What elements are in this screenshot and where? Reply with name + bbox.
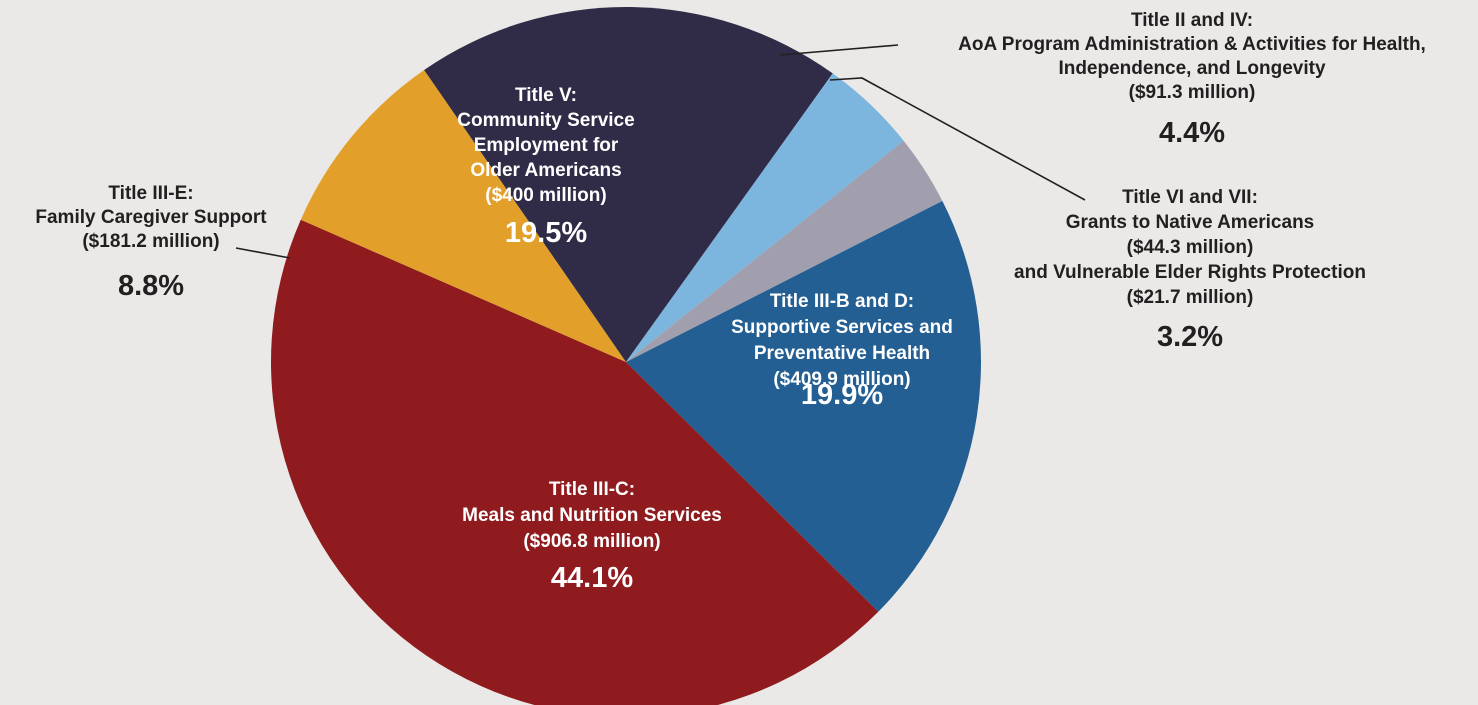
slice-label-iib-line-4: ($409.9 million) [773,369,910,390]
slice-labels: Title III-B and D: Supportive Services an… [35,10,1425,594]
pie-slice-iie [300,69,626,363]
pie-slice-iic [271,219,879,705]
slice-label-iie-line-2: Family Caregiver Support [35,207,267,228]
leader-lines [235,44,1086,259]
pie-slice-vi [626,140,943,362]
slice-percent-iic: 44.1% [551,562,633,594]
pie-slice-iib [626,200,982,612]
leader-line-vi [829,77,1086,201]
slice-percent-ii: 4.4% [1159,117,1225,149]
slice-label-iie-line-1: Title III-E: [108,183,193,204]
slice-label-v-line-2: Community Service [457,110,634,131]
slice-percent-iib: 19.9% [801,379,883,411]
slice-label-vi-line-4: and Vulnerable Elder Rights Protection [1014,262,1366,283]
slice-label-iib-line-3: Preventative Health [754,343,930,364]
slice-label-ii-line-3: Independence, and Longevity [1058,58,1326,79]
slice-label-iib-line-2: Supportive Services and [731,317,953,338]
slice-percent-v: 19.5% [505,217,587,249]
pie-slice-ii [626,73,904,362]
slice-label-ii-line-4: ($91.3 million) [1129,82,1256,103]
slice-label-v-line-1: Title V: [515,85,577,106]
slice-label-v-line-4: Older Americans [470,160,621,181]
pie-slices [271,6,982,705]
pie-slice-v [424,6,833,363]
slice-label-iie-line-3: ($181.2 million) [82,231,219,252]
slice-label-ii-line-2: AoA Program Administration & Activities … [958,34,1426,55]
leader-line-iie [235,247,291,259]
slice-label-iic-line-3: ($906.8 million) [523,531,660,552]
slice-label-iic-line-1: Title III-C: [549,479,635,500]
slice-label-iib-line-1: Title III-B and D: [770,291,914,312]
slice-label-vi-line-3: ($44.3 million) [1127,237,1254,258]
slice-label-v-line-5: ($400 million) [485,185,606,206]
slice-label-ii-line-1: Title II and IV: [1131,10,1253,31]
slice-label-vi-line-1: Title VI and VII: [1122,187,1258,208]
slice-label-vi-line-2: Grants to Native Americans [1066,212,1315,233]
slice-label-vi-line-5: ($21.7 million) [1127,287,1254,308]
leader-line-ii [779,44,899,56]
slice-label-iic-line-2: Meals and Nutrition Services [462,505,722,526]
slice-percent-vi: 3.2% [1157,321,1223,353]
slice-percent-iie: 8.8% [118,270,184,302]
slice-label-v-line-3: Employment for [474,135,619,156]
